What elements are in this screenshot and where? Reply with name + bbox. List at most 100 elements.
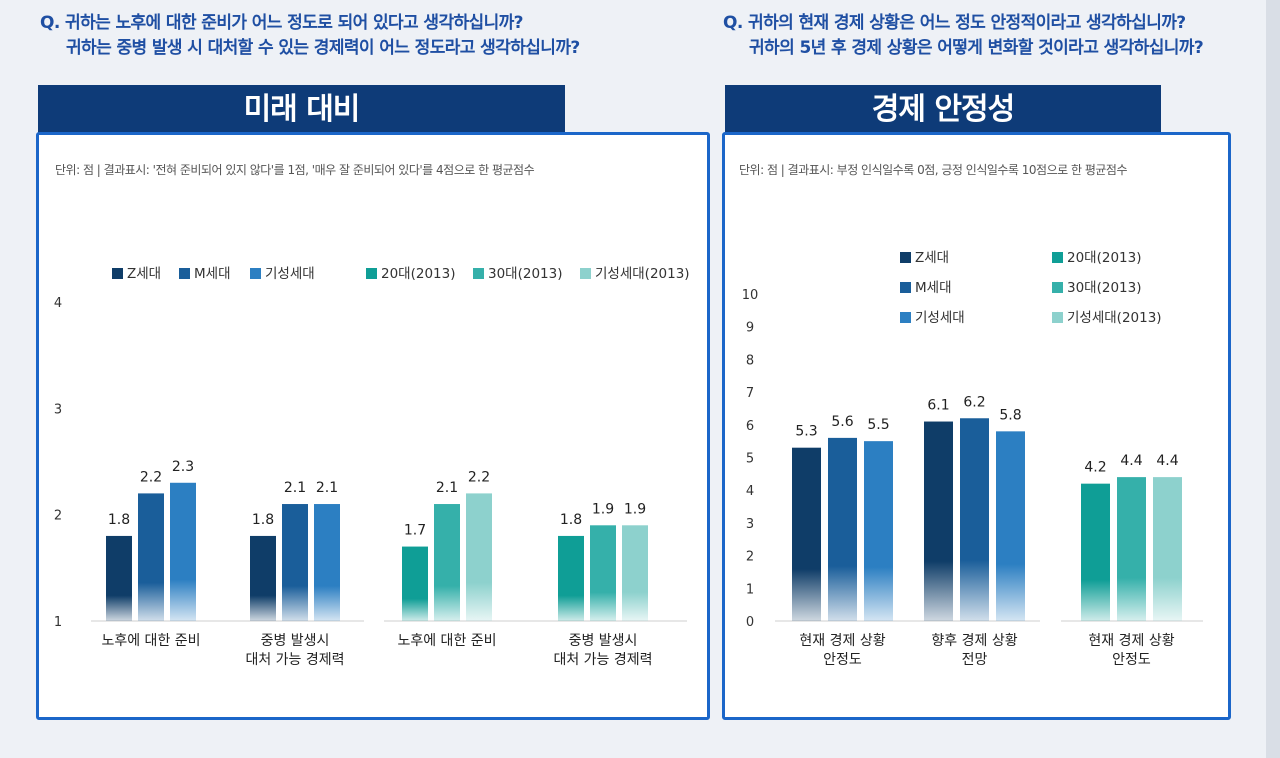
left-data-label: 2.3 xyxy=(172,459,194,475)
legend-r-gi-2013-swatch xyxy=(1052,312,1063,323)
left-question-line2: 귀하는 중병 발생 시 대처할 수 있는 경제력이 어느 정도라고 생각하십니까… xyxy=(66,38,580,58)
right-bar xyxy=(828,437,857,621)
left-ytick: 3 xyxy=(54,402,62,417)
right-ytick: 10 xyxy=(742,288,759,303)
legend-r-m-label: M세대 xyxy=(915,280,952,296)
legend-m: M세대 xyxy=(179,262,231,282)
legend-r-gi: 기성세대 xyxy=(900,306,965,326)
left-bar xyxy=(558,535,584,621)
legend-20s-2013: 20대(2013) xyxy=(366,262,456,282)
legend-z-swatch xyxy=(112,268,123,279)
left-category-label: 중병 발생시 xyxy=(261,633,330,649)
right-bar xyxy=(924,421,953,621)
left-bar xyxy=(106,535,132,621)
left-bar xyxy=(282,504,308,621)
right-category-label: 현재 경제 상황 xyxy=(799,633,885,649)
right-data-label: 5.6 xyxy=(831,414,853,430)
right-panel-note: 단위: 점 | 결과표시: 부정 인식일수록 0점, 긍정 인식일수록 10점으… xyxy=(739,163,1128,177)
legend-30s-2013-label: 30대(2013) xyxy=(488,266,563,282)
legend-m-label: M세대 xyxy=(194,266,231,282)
right-panel-title: 경제 안정성 xyxy=(725,85,1161,133)
left-data-label: 2.1 xyxy=(316,480,338,496)
left-bar xyxy=(466,493,492,621)
right-data-label: 5.3 xyxy=(795,424,817,440)
right-ytick: 3 xyxy=(746,517,754,532)
right-bar xyxy=(960,418,989,621)
left-category-label: 노후에 대한 준비 xyxy=(397,633,496,649)
left-data-label: 1.9 xyxy=(624,501,646,517)
left-data-label: 1.8 xyxy=(252,512,274,528)
right-ytick: 2 xyxy=(746,550,754,565)
right-ytick: 6 xyxy=(746,419,754,434)
right-ytick: 0 xyxy=(746,615,754,630)
left-question: Q. 귀하는 노후에 대한 준비가 어느 정도로 되어 있다고 생각하십니까? … xyxy=(40,11,580,61)
legend-r-20s-2013-swatch xyxy=(1052,252,1063,263)
legend-z: Z세대 xyxy=(112,262,161,282)
right-question: Q. 귀하의 현재 경제 상황은 어느 정도 안정적이라고 생각하십니까? 귀하… xyxy=(723,11,1204,61)
right-category-label-line2: 안정도 xyxy=(823,652,862,668)
left-data-label: 1.8 xyxy=(560,512,582,528)
right-question-line1: Q. 귀하의 현재 경제 상황은 어느 정도 안정적이라고 생각하십니까? xyxy=(723,13,1186,33)
left-ytick: 4 xyxy=(54,296,62,311)
left-ytick: 1 xyxy=(54,615,62,630)
legend-r-gi-2013: 기성세대(2013) xyxy=(1052,306,1162,326)
legend-gi-2013-swatch xyxy=(580,268,591,279)
left-data-label: 2.1 xyxy=(284,480,306,496)
legend-r-gi-swatch xyxy=(900,312,911,323)
legend-r-m-swatch xyxy=(900,282,911,293)
right-data-label: 5.5 xyxy=(867,417,889,433)
right-question-line2: 귀하의 5년 후 경제 상황은 어떻게 변화할 것이라고 생각하십니까? xyxy=(749,38,1204,58)
right-bar xyxy=(792,447,821,621)
left-question-line1: Q. 귀하는 노후에 대한 준비가 어느 정도로 되어 있다고 생각하십니까? xyxy=(40,13,524,33)
right-ytick: 7 xyxy=(746,386,754,401)
legend-r-gi-2013-label: 기성세대(2013) xyxy=(1067,310,1162,326)
right-category-label-line2: 전망 xyxy=(962,652,988,668)
right-data-label: 6.1 xyxy=(927,398,949,414)
left-category-label: 중병 발생시 xyxy=(569,633,638,649)
legend-r-20s-2013: 20대(2013) xyxy=(1052,246,1142,266)
left-data-label: 1.9 xyxy=(592,501,614,517)
left-bar-chart: 1 2 3 4 1.8 2.2 2.3 노후에 대한 준비 1.8 2.1 2.1 중병 발생시대처 … xyxy=(54,296,687,668)
right-ytick: 8 xyxy=(746,353,754,368)
right-bar xyxy=(864,441,893,621)
legend-gi-swatch xyxy=(250,268,261,279)
left-bar xyxy=(402,546,428,621)
left-ytick: 2 xyxy=(54,509,62,524)
right-category-label-line2: 안정도 xyxy=(1112,652,1151,668)
right-data-label: 4.2 xyxy=(1084,460,1106,476)
left-panel-note: 단위: 점 | 결과표시: '전혀 준비되어 있지 않다'를 1점, '매우 잘… xyxy=(55,163,535,177)
legend-20s-2013-swatch xyxy=(366,268,377,279)
legend-30s-2013: 30대(2013) xyxy=(473,262,563,282)
right-chart-panel: 단위: 점 | 결과표시: 부정 인식일수록 0점, 긍정 인식일수록 10점으… xyxy=(722,132,1231,720)
legend-r-z: Z세대 xyxy=(900,246,949,266)
right-category-label: 향후 경제 상황 xyxy=(931,633,1017,649)
left-category-label-line2: 대처 가능 경제력 xyxy=(553,652,652,668)
left-bar xyxy=(314,504,340,621)
legend-r-m: M세대 xyxy=(900,276,952,296)
legend-r-z-label: Z세대 xyxy=(915,250,950,266)
left-bar xyxy=(170,482,196,621)
legend-r-30s-2013-swatch xyxy=(1052,282,1063,293)
left-data-label: 1.7 xyxy=(404,523,426,539)
left-panel-title: 미래 대비 xyxy=(38,85,565,133)
legend-r-30s-2013: 30대(2013) xyxy=(1052,276,1142,296)
left-bar xyxy=(250,535,276,621)
right-data-label: 4.4 xyxy=(1156,453,1178,469)
right-ytick: 9 xyxy=(746,321,754,336)
left-data-label: 2.1 xyxy=(436,480,458,496)
right-bar xyxy=(1153,477,1182,621)
legend-r-z-swatch xyxy=(900,252,911,263)
legend-30s-2013-swatch xyxy=(473,268,484,279)
right-bar xyxy=(1081,483,1110,621)
legend-gi-label: 기성세대 xyxy=(265,266,315,282)
left-bar xyxy=(622,525,648,621)
legend-20s-2013-label: 20대(2013) xyxy=(381,266,456,282)
right-bar xyxy=(1117,477,1146,621)
legend-r-20s-2013-label: 20대(2013) xyxy=(1067,250,1142,266)
legend-m-swatch xyxy=(179,268,190,279)
left-bar xyxy=(590,525,616,621)
right-ytick: 4 xyxy=(746,484,754,499)
left-bar xyxy=(138,493,164,621)
right-data-label: 6.2 xyxy=(963,394,985,410)
